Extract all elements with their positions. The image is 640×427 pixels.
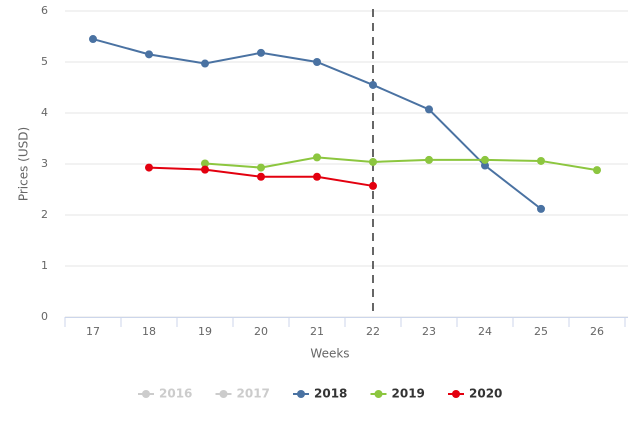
data-point <box>313 58 321 66</box>
data-point <box>369 80 377 89</box>
data-point <box>145 163 153 172</box>
data-point <box>369 181 377 190</box>
data-point <box>593 166 601 175</box>
data-point <box>481 161 489 170</box>
x-tick-label: 20 <box>254 325 268 338</box>
legend-symbol <box>142 390 150 398</box>
y-tick-label: 0 <box>41 310 48 323</box>
data-point <box>425 155 433 164</box>
data-point <box>425 105 433 114</box>
x-tick-label: 19 <box>198 325 212 338</box>
data-point <box>537 156 545 165</box>
x-tick-label: 18 <box>142 325 156 338</box>
legend-symbol <box>219 390 228 398</box>
data-point <box>481 155 489 164</box>
data-point <box>313 153 321 162</box>
data-point <box>89 35 97 44</box>
y-tick-label: 1 <box>41 259 48 272</box>
series-line <box>204 156 598 172</box>
y-tick-label: 6 <box>41 4 48 17</box>
y-tick-label: 3 <box>41 157 48 170</box>
x-axis-label: Weeks <box>310 347 349 361</box>
data-point <box>201 59 209 68</box>
x-tick-label: 25 <box>534 325 548 338</box>
data-point <box>201 159 209 168</box>
y-tick-label: 4 <box>41 106 48 119</box>
data-point <box>257 163 265 172</box>
data-point <box>257 48 265 57</box>
x-tick-label: 17 <box>86 325 100 338</box>
data-point <box>145 50 153 59</box>
legend-symbol <box>297 390 305 398</box>
legend-label: 2018 <box>314 387 347 401</box>
legend-label: 2020 <box>469 387 502 401</box>
legend: 2016 2017 2018 2019 2020 <box>138 387 502 401</box>
data-point <box>369 157 377 166</box>
data-point <box>257 172 265 181</box>
legend-symbol <box>374 390 383 398</box>
legend-label: 2017 <box>237 387 270 401</box>
x-tick-label: 21 <box>310 325 324 338</box>
data-point <box>201 165 209 174</box>
y-tick-label: 2 <box>41 208 48 221</box>
y-tick-label: 5 <box>41 55 48 68</box>
x-tick-label: 26 <box>590 325 604 338</box>
data-point <box>313 172 321 181</box>
x-tick-label: 23 <box>422 325 436 338</box>
legend-label: 2019 <box>392 387 425 401</box>
legend-symbol <box>452 390 460 398</box>
data-point <box>537 204 545 213</box>
x-tick-label: 24 <box>478 325 492 338</box>
y-axis-label: Prices (USD) <box>17 127 31 201</box>
x-tick-label: 22 <box>366 325 380 338</box>
legend-label: 2016 <box>159 387 192 401</box>
